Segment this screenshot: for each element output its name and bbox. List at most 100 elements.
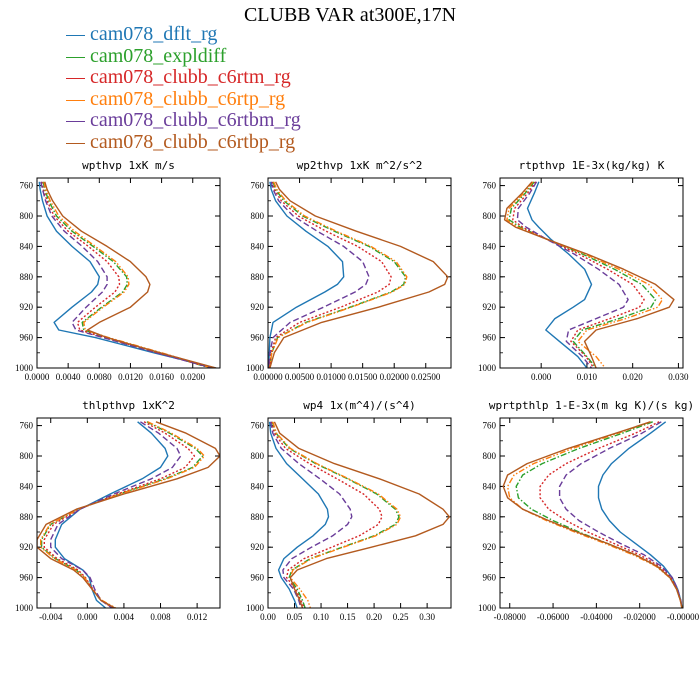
x-tick-label: 0.0160 [149,372,174,382]
y-tick-label: 880 [251,272,265,282]
x-tick-label: 0.0080 [87,372,112,382]
x-tick-label: 0.01500 [348,372,378,382]
y-tick-label: 920 [483,542,497,552]
panel-title: rtpthvp 1E-3x(kg/kg) K [519,159,665,172]
x-tick-label: 0.10 [313,612,329,622]
y-tick-label: 760 [483,421,497,431]
y-tick-label: 880 [20,272,34,282]
y-tick-label: 800 [20,451,34,461]
legend-line-swatch [66,142,85,144]
x-tick-label: -0.08000 [494,612,527,622]
x-tick-label: 0.02000 [380,372,410,382]
panel-title: thlpthvp 1xK^2 [82,399,175,412]
x-tick-label: 0.004 [114,612,135,622]
y-tick-label: 960 [251,333,265,343]
x-tick-label: 0.020 [623,372,644,382]
y-tick-label: 760 [20,421,34,431]
series-line [44,181,217,368]
series-line [54,421,169,608]
y-tick-label: 800 [20,211,34,221]
legend-label: cam078_expldiff [90,44,227,67]
series-line [526,181,593,368]
y-tick-label: 1000 [246,603,265,613]
plot-frame [36,177,221,369]
series-line [506,181,664,368]
chart-panel: wp2thvp 1xK m^2/s^2 760 800 840 880 920 960 100… [246,159,452,382]
series-line [269,181,449,368]
x-tick-label: -0.00000 [667,612,700,622]
y-tick-label: 960 [483,573,497,583]
series-group [38,181,217,368]
y-tick-label: 920 [20,542,34,552]
y-tick-label: 920 [251,302,265,312]
panel-title: wprtpthlp 1-E-3x(m kg K)/(s kg) [489,399,694,412]
series-group [268,421,451,608]
y-tick-label: 800 [483,211,497,221]
y-tick-label: 800 [251,451,265,461]
series-line [270,421,383,608]
series-line [502,421,683,608]
y-tick-label: 760 [483,181,497,191]
series-line [268,181,407,368]
legend-line-swatch [66,56,85,58]
series-line [37,421,220,608]
x-tick-label: -0.04000 [580,612,613,622]
legend-line-swatch [66,35,85,36]
series-line [516,181,629,368]
x-tick-label: 0.0000 [25,372,50,382]
chart-panel: rtpthvp 1E-3x(kg/kg) K 760 800 840 880 920 960… [478,159,689,382]
x-tick-label: 0.05 [287,612,303,622]
series-line [40,421,206,608]
panel-title: wpthvp 1xK m/s [82,159,175,172]
y-tick-label: 840 [251,481,265,491]
y-tick-label: 840 [20,481,34,491]
x-tick-label: 0.01000 [316,372,346,382]
plot-frame [499,177,684,369]
y-tick-label: 880 [483,512,497,522]
plot-frame [499,417,684,609]
y-tick-label: 840 [483,241,497,251]
series-line [50,421,182,608]
x-tick-label: 0.20 [366,612,382,622]
x-tick-label: 0.0200 [180,372,205,382]
series-group [503,181,675,368]
series-line [508,181,657,368]
panel-title: wp2thvp 1xK m^2/s^2 [297,159,423,172]
series-line [268,181,408,368]
series-line [43,181,213,368]
y-tick-label: 1000 [246,363,265,373]
x-tick-label: 0.010 [577,372,598,382]
series-line [268,181,370,368]
plot-frame [267,177,452,369]
x-tick-label: 0.25 [393,612,409,622]
legend-line-swatch [66,121,85,122]
y-tick-label: 920 [251,542,265,552]
y-tick-label: 760 [251,421,265,431]
series-line [40,181,213,368]
series-line [268,421,330,608]
y-tick-label: 1000 [15,603,34,613]
x-tick-label: -0.06000 [537,612,570,622]
chart-panel: thlpthvp 1xK^2 760 800 840 880 920 960 1000 -0.0… [15,399,221,622]
series-line [42,181,211,368]
series-line [270,421,353,608]
y-tick-label: 760 [251,181,265,191]
panel-title: wp4 1x(m^4)/(s^4) [303,399,416,412]
y-tick-label: 1000 [478,363,497,373]
series-line [43,421,196,608]
series-line [268,181,392,368]
series-group [268,181,449,368]
x-tick-label: 0.15 [340,612,356,622]
x-tick-label: 0.000 [531,372,552,382]
y-tick-label: 800 [251,211,265,221]
figure-title: CLUBB VAR at300E,17N [243,4,457,26]
y-tick-label: 960 [20,333,34,343]
x-tick-label: -0.02000 [624,612,657,622]
series-line [268,181,345,368]
y-tick-label: 840 [20,241,34,251]
series-line [503,181,675,368]
y-tick-label: 920 [483,302,497,312]
x-tick-label: 0.030 [668,372,689,382]
y-tick-label: 880 [483,272,497,282]
